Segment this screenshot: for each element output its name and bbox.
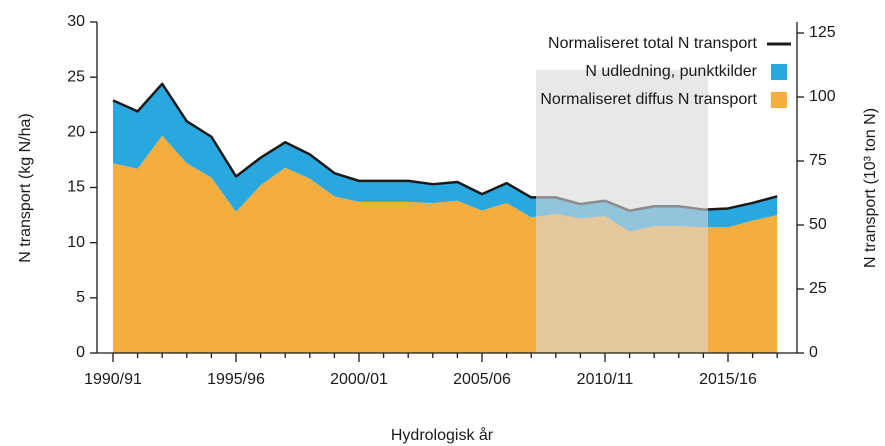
x-tick-label: 2005/06 bbox=[453, 371, 511, 388]
y2-tick-label: 0 bbox=[809, 344, 818, 361]
y2-tick-label: 125 bbox=[809, 24, 836, 41]
y-axis-title: N transport (kg N/ha) bbox=[17, 113, 34, 262]
x-tick-label: 2015/16 bbox=[699, 371, 757, 388]
y-tick-label: 25 bbox=[67, 68, 85, 85]
legend-label: N udledning, punktkilder bbox=[585, 63, 757, 80]
y2-tick-label: 25 bbox=[809, 280, 827, 297]
y-tick-label: 10 bbox=[67, 234, 85, 251]
x-tick-label: 1990/91 bbox=[84, 371, 142, 388]
y-tick-label: 5 bbox=[76, 289, 85, 306]
legend-label: Normaliseret total N transport bbox=[548, 35, 758, 52]
y-tick-label: 15 bbox=[67, 179, 85, 196]
legend-swatch bbox=[771, 92, 787, 108]
area bbox=[113, 83, 778, 232]
legend-label: Normaliseret diffus N transport bbox=[540, 91, 757, 108]
y2-tick-label: 75 bbox=[809, 152, 827, 169]
x-axis-title: Hydrologisk år bbox=[391, 426, 494, 444]
x-tick-label: 2000/01 bbox=[330, 371, 388, 388]
y2-tick-label: 100 bbox=[809, 88, 836, 105]
y-tick-label: 0 bbox=[76, 344, 85, 361]
y2-axis-title: N transport (10³ ton N) bbox=[862, 108, 879, 268]
x-tick-label: 2010/11 bbox=[577, 371, 634, 388]
y-tick-label: 20 bbox=[67, 124, 85, 141]
y2-tick-label: 50 bbox=[809, 216, 827, 233]
x-tick-label: 1995/96 bbox=[207, 371, 265, 388]
legend-swatch bbox=[771, 64, 787, 80]
y-tick-label: 30 bbox=[67, 13, 85, 30]
shaded-period bbox=[536, 70, 708, 353]
